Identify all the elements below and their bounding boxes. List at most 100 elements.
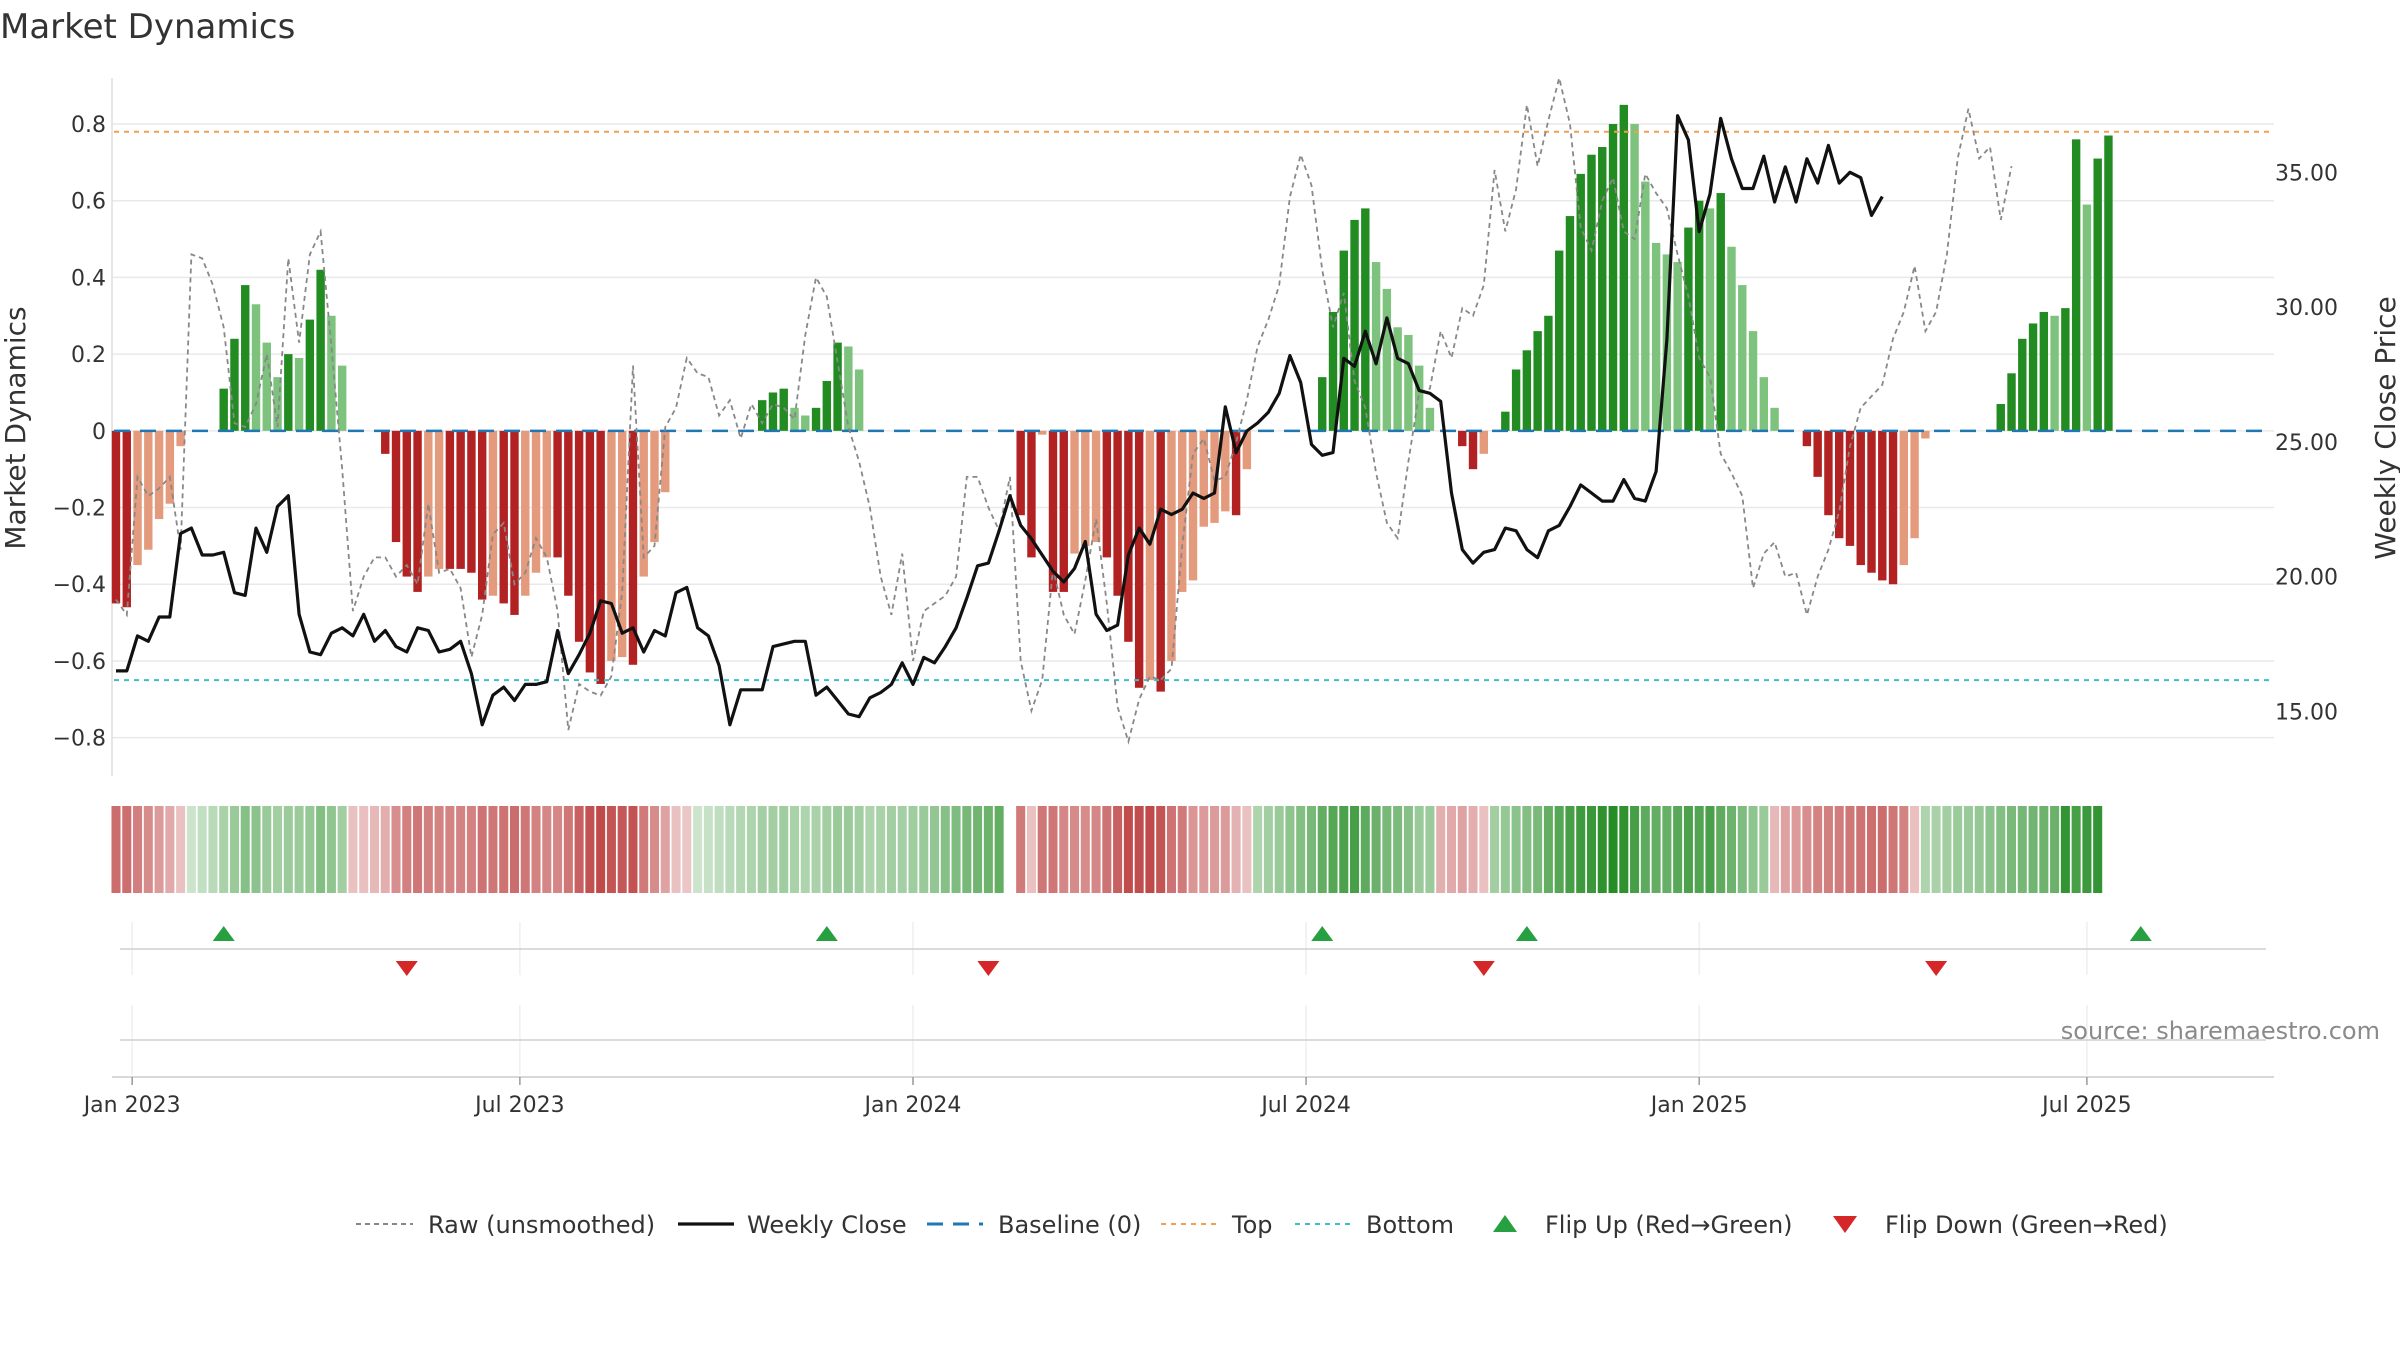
dynamics-bar-147 xyxy=(1694,200,1704,431)
signal-cell-33 xyxy=(466,806,476,893)
signal-cell-52 xyxy=(671,806,681,893)
signal-cell-136 xyxy=(1576,806,1586,893)
signal-cell-18 xyxy=(305,806,315,893)
legend-label-5: Flip Up (Red→Green) xyxy=(1545,1211,1793,1239)
signal-cell-101 xyxy=(1199,806,1209,893)
dynamics-bar-185 xyxy=(2104,135,2113,431)
dynamics-bar-65 xyxy=(811,407,821,431)
signal-cell-53 xyxy=(682,806,692,893)
signal-cell-98 xyxy=(1166,806,1176,893)
signal-cell-94 xyxy=(1123,806,1133,893)
signal-cell-2 xyxy=(133,806,143,893)
dynamics-bar-103 xyxy=(1221,430,1230,512)
signal-cell-150 xyxy=(1726,806,1737,893)
dynamics-bar-127 xyxy=(1479,430,1488,454)
signal-cell-180 xyxy=(2050,806,2060,893)
dynamics-bar-157 xyxy=(1802,430,1812,447)
dynamics-bar-137 xyxy=(1587,154,1596,431)
legend-label-3: Top xyxy=(1231,1211,1273,1239)
legend-swatch-5 xyxy=(1493,1215,1517,1232)
signal-cell-88 xyxy=(1059,806,1069,893)
signal-cell-102 xyxy=(1210,806,1220,893)
signal-cell-179 xyxy=(2039,806,2049,893)
dynamics-bar-183 xyxy=(2082,204,2092,431)
dynamics-bar-150 xyxy=(1727,246,1736,431)
signal-cell-48 xyxy=(628,806,638,893)
dynamics-bar-181 xyxy=(2061,308,2070,431)
signal-cell-23 xyxy=(359,806,369,893)
signal-cell-106 xyxy=(1253,806,1263,893)
dynamics-bar-11 xyxy=(230,338,239,431)
signal-cell-128 xyxy=(1490,806,1500,893)
signal-cell-92 xyxy=(1102,806,1112,893)
dynamics-bar-68 xyxy=(844,346,853,431)
signal-cell-45 xyxy=(596,806,606,893)
chart-title: Market Dynamics xyxy=(0,7,295,47)
dynamics-bar-132 xyxy=(1533,331,1542,431)
signal-cell-162 xyxy=(1856,806,1866,893)
signal-cell-96 xyxy=(1145,806,1155,893)
dynamics-bar-2 xyxy=(133,430,142,566)
signal-cell-119 xyxy=(1393,806,1403,893)
dynamics-bar-28 xyxy=(413,430,422,592)
dynamics-bar-89 xyxy=(1070,430,1079,554)
signal-cell-58 xyxy=(736,806,746,893)
flip-up-marker-0 xyxy=(212,926,235,941)
dynamics-bar-87 xyxy=(1048,430,1058,592)
signal-cell-7 xyxy=(186,806,196,893)
dynamics-bar-136 xyxy=(1576,173,1585,431)
dynamics-bar-161 xyxy=(1845,430,1855,546)
signal-cell-17 xyxy=(294,806,304,893)
signal-cell-169 xyxy=(1931,806,1941,893)
signal-cell-1 xyxy=(122,806,132,893)
signal-cell-76 xyxy=(929,806,940,893)
signal-cell-97 xyxy=(1156,806,1166,893)
y2-axis-ticks: 15.00 20.00 25.00 30.00 35.00 xyxy=(2275,161,2338,725)
dynamics-bar-49 xyxy=(639,430,648,577)
signal-cell-50 xyxy=(649,806,660,893)
dynamics-bar-138 xyxy=(1598,147,1607,431)
y2-tick-label-3: 30.00 xyxy=(2275,296,2338,321)
dynamics-bar-165 xyxy=(1888,430,1898,585)
dynamics-bar-102 xyxy=(1210,430,1219,523)
y2-tick-label-2: 25.00 xyxy=(2275,431,2338,456)
dynamics-bars xyxy=(111,104,2113,692)
flip-down-marker-1 xyxy=(977,961,1000,976)
signal-cell-168 xyxy=(1920,806,1930,893)
signal-cell-138 xyxy=(1597,806,1607,893)
signal-cell-120 xyxy=(1403,806,1413,893)
dynamics-bar-164 xyxy=(1878,430,1887,581)
dynamics-bar-34 xyxy=(477,430,487,600)
signal-cell-37 xyxy=(509,806,520,893)
dynamics-bar-100 xyxy=(1188,430,1198,581)
dynamics-bar-141 xyxy=(1630,124,1639,431)
dynamics-bar-117 xyxy=(1371,262,1381,431)
signal-cell-126 xyxy=(1468,806,1478,893)
signal-cell-70 xyxy=(865,806,875,893)
dynamics-bar-16 xyxy=(284,354,293,431)
dynamics-bar-113 xyxy=(1328,311,1338,431)
dynamics-bar-114 xyxy=(1339,250,1348,431)
x-axis: Jan 2023 Jul 2023 Jan 2024 Jul 2024 Jan 2025… xyxy=(82,1076,2274,1118)
signal-cell-55 xyxy=(703,806,713,893)
dynamics-bar-92 xyxy=(1102,430,1112,558)
dynamics-bar-38 xyxy=(521,430,530,596)
signal-cell-22 xyxy=(348,806,358,893)
signal-cell-67 xyxy=(833,806,843,893)
signal-cell-90 xyxy=(1080,806,1090,893)
signal-cell-157 xyxy=(1802,806,1812,893)
reference-lines xyxy=(114,77,2272,745)
signal-cell-154 xyxy=(1770,806,1780,893)
dynamics-bar-160 xyxy=(1834,430,1844,539)
signal-cell-159 xyxy=(1823,806,1833,893)
signal-cell-54 xyxy=(693,806,703,893)
signal-cell-80 xyxy=(973,806,983,893)
dynamics-bar-61 xyxy=(768,392,778,431)
dynamics-bar-46 xyxy=(607,430,616,661)
dynamics-bar-37 xyxy=(510,430,519,615)
dynamics-bar-93 xyxy=(1113,430,1122,596)
dynamics-bar-33 xyxy=(467,430,476,573)
dynamics-bar-178 xyxy=(2028,323,2038,431)
dynamics-bar-42 xyxy=(564,430,573,596)
